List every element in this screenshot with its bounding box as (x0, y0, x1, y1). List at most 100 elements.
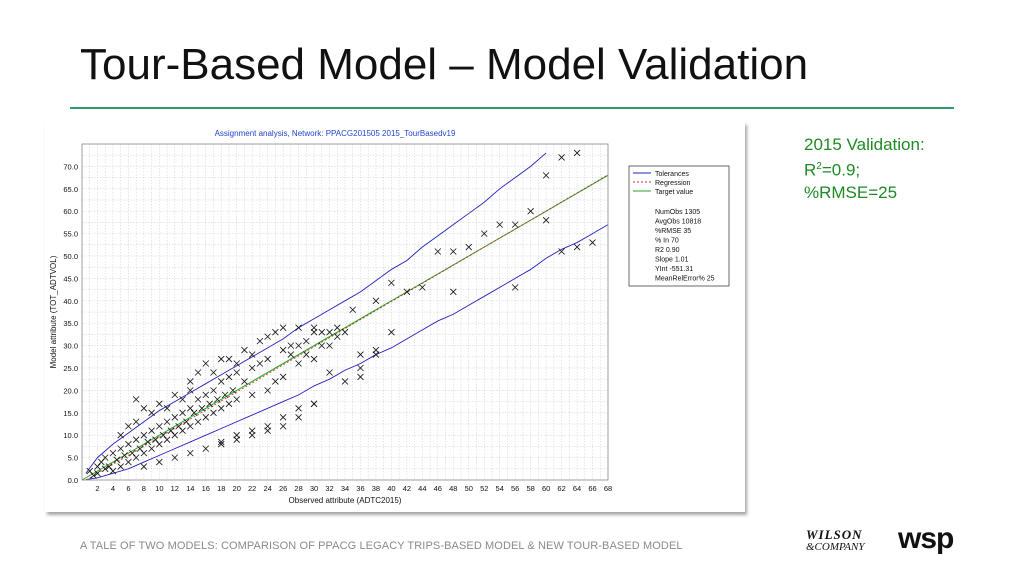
chart-panel: Assignment analysis, Network: PPACG20150… (45, 122, 745, 512)
x-tick-label: 44 (418, 484, 426, 493)
data-point (105, 463, 113, 470)
data-point (179, 409, 186, 417)
data-point (388, 328, 395, 336)
data-point (187, 405, 194, 412)
data-point (90, 472, 97, 479)
x-tick-label: 22 (248, 484, 256, 493)
x-tick-label: 8 (142, 484, 146, 493)
y-tick-label: 35.0 (63, 319, 78, 328)
data-point (109, 467, 117, 475)
y-tick-label: 50.0 (63, 252, 78, 261)
data-point (318, 342, 326, 349)
data-point (357, 351, 364, 358)
data-point (310, 324, 318, 331)
data-point (279, 413, 287, 421)
wilson-company-logo: WILSON &COMPANY (806, 527, 865, 553)
data-point (264, 355, 271, 363)
data-point (434, 248, 442, 255)
data-point (156, 400, 163, 408)
data-point (210, 369, 217, 376)
legend-stat: MeanRelError% 25 (655, 276, 715, 283)
x-tick-label: 48 (449, 484, 457, 493)
data-point (241, 378, 248, 385)
x-tick-label: 62 (557, 484, 565, 493)
data-point (341, 378, 349, 385)
data-point (279, 422, 287, 430)
data-point (125, 458, 132, 466)
data-point (357, 373, 364, 381)
data-point (450, 288, 457, 296)
data-point (233, 360, 240, 367)
tolerance-upper-line (85, 152, 547, 474)
x-tick-label: 46 (434, 484, 442, 493)
x-tick-label: 54 (496, 484, 504, 493)
data-point (171, 454, 179, 461)
x-tick-label: 24 (263, 484, 271, 493)
data-point (187, 422, 194, 430)
data-point (589, 239, 596, 246)
data-point (349, 306, 357, 314)
x-tick-label: 16 (202, 484, 210, 493)
data-point (248, 351, 256, 358)
data-point (187, 378, 194, 385)
data-point (542, 172, 550, 179)
data-point (225, 400, 233, 408)
data-point (171, 391, 179, 399)
x-tick-label: 64 (573, 484, 581, 493)
x-tick-label: 36 (356, 484, 364, 493)
x-tick-label: 52 (480, 484, 488, 493)
data-point (480, 230, 488, 237)
data-point (217, 405, 225, 412)
data-point (117, 445, 124, 452)
data-point (465, 243, 473, 251)
data-point (187, 449, 194, 457)
chart-legend: Tolerances Regression Target value NumOb… (628, 165, 730, 287)
data-point (140, 463, 148, 470)
data-point (341, 328, 349, 336)
y-axis-label: Model attribute (TOT_ADTVOL) (49, 255, 58, 368)
data-point (333, 333, 341, 340)
data-point (303, 351, 310, 358)
data-point (511, 284, 519, 291)
data-point (163, 405, 171, 412)
wsp-logo: wsp (898, 522, 954, 555)
data-point (295, 324, 302, 331)
data-point (179, 427, 186, 435)
data-point (248, 427, 256, 435)
data-point (217, 355, 225, 363)
y-tick-label: 65.0 (63, 185, 78, 194)
data-point (175, 422, 182, 430)
data-point (221, 391, 229, 399)
data-point (573, 149, 581, 157)
x-tick-label: 10 (155, 484, 163, 493)
x-tick-label: 68 (604, 484, 612, 493)
data-point (187, 387, 194, 394)
data-point (202, 360, 210, 367)
title-divider (70, 107, 954, 109)
data-point (132, 454, 140, 461)
data-point (171, 413, 179, 421)
validation-summary: 2015 Validation: R2=0.9; %RMSE=25 (804, 134, 925, 204)
data-point (295, 413, 302, 421)
plot-area-border (81, 143, 609, 481)
data-point (310, 355, 318, 363)
data-point (94, 469, 101, 477)
x-tick-label: 14 (186, 484, 194, 493)
data-point (117, 463, 124, 470)
chart-title: Assignment analysis, Network: PPACG20150… (215, 129, 456, 138)
validation-heading: 2015 Validation: (804, 135, 925, 154)
data-point (121, 452, 128, 459)
data-point (101, 465, 109, 473)
data-point (241, 346, 248, 354)
x-tick-label: 58 (526, 484, 534, 493)
x-tick-label: 30 (310, 484, 318, 493)
data-point (140, 405, 148, 412)
x-tick-label: 60 (542, 484, 550, 493)
y-tick-label: 0.0 (68, 476, 78, 485)
data-point (210, 409, 217, 417)
data-point (159, 431, 167, 439)
data-point (295, 342, 302, 349)
data-point (264, 387, 271, 394)
data-point (326, 328, 333, 336)
slide-footer: A TALE OF TWO MODELS: COMPARISON OF PPAC… (80, 540, 683, 552)
